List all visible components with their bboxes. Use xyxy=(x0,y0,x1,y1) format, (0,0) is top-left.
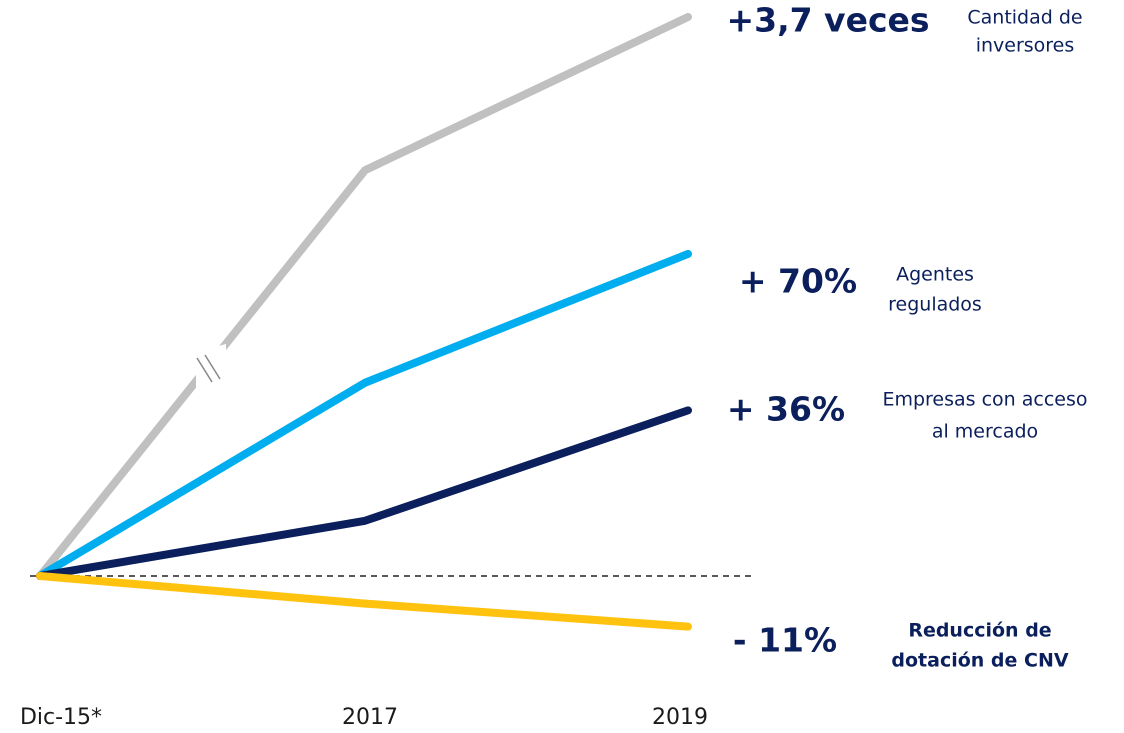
series-line xyxy=(36,249,692,580)
series-label: al mercado xyxy=(932,421,1038,443)
series-label: dotación de CNV xyxy=(891,650,1068,672)
change-label: + 36% xyxy=(727,390,845,429)
x-tick-label: Dic-15* xyxy=(20,705,102,730)
break-slash xyxy=(196,357,213,383)
series-label: Cantidad de xyxy=(967,7,1082,29)
series-label: Agentes xyxy=(896,264,974,286)
change-label: + 70% xyxy=(739,262,857,301)
series-line xyxy=(36,13,692,581)
series-line xyxy=(36,571,692,631)
break-slash xyxy=(204,354,221,380)
x-tick-label: 2017 xyxy=(342,705,398,730)
change-label: +3,7 veces xyxy=(726,1,929,40)
x-tick-label: 2019 xyxy=(652,705,708,730)
series-label: regulados xyxy=(888,294,982,316)
change-label: - 11% xyxy=(733,621,837,660)
series-label: Empresas con acceso xyxy=(882,389,1087,411)
series-label: inversores xyxy=(976,35,1075,57)
series-line xyxy=(36,406,692,580)
axis-break xyxy=(196,344,226,400)
series-label: Reducción de xyxy=(908,620,1051,642)
